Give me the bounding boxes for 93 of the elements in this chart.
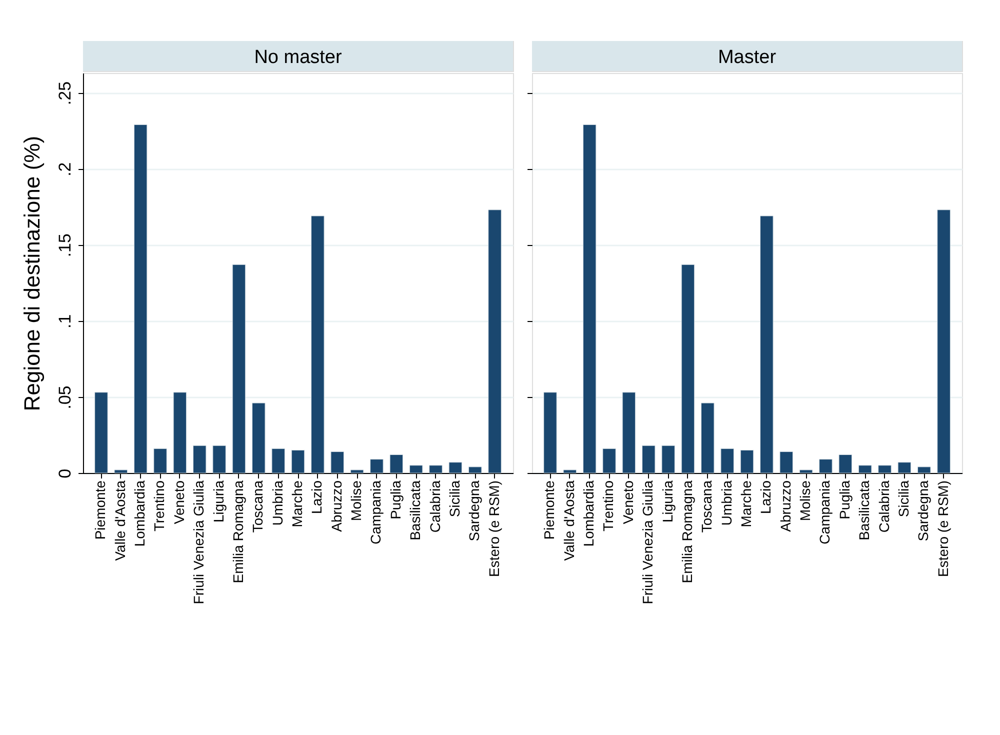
x-tick-label: Valle d'Aosta	[560, 480, 577, 561]
x-tick-label: Trentino	[600, 480, 616, 532]
bar	[917, 466, 931, 474]
bar	[799, 470, 813, 474]
x-tick-label: Piemonte	[541, 480, 558, 540]
y-tick-label: .25	[56, 81, 74, 106]
x-tick-label: Lazio	[308, 480, 325, 514]
x-tick-label: Friuli Venezia Giulia	[640, 480, 656, 604]
bar	[819, 459, 832, 474]
bar	[311, 216, 324, 474]
bar	[409, 465, 423, 474]
bar	[468, 466, 482, 474]
x-tick-label: Basilicata	[407, 480, 424, 540]
bar	[544, 392, 557, 474]
bar	[582, 124, 596, 474]
x-tick-label: Piemonte	[92, 480, 108, 540]
x-tick-label: Puglia	[387, 480, 404, 520]
bar	[681, 264, 695, 474]
x-tick-label: Molise	[797, 480, 814, 521]
bar	[232, 264, 246, 474]
y-tick-label: .15	[56, 234, 74, 258]
x-tick-label: Molise	[348, 480, 364, 521]
x-tick-label: Marche	[738, 480, 754, 528]
x-tick-label: Estero (e RSM)	[486, 480, 502, 577]
x-tick-label: Veneto	[170, 480, 187, 524]
y-axis-title: Regione di destinazione (%)	[20, 136, 44, 412]
y-tick-label: 0	[56, 468, 74, 478]
x-tick-label: Friuli Venezia Giulia	[190, 480, 207, 604]
x-tick-label: Sicilia	[895, 480, 912, 518]
bar	[429, 465, 442, 474]
x-tick-label: Abruzzo	[328, 480, 344, 532]
x-tick-label: Umbria	[269, 480, 286, 526]
bar	[252, 402, 266, 474]
bar	[937, 210, 950, 474]
bar	[662, 445, 675, 474]
bar	[700, 402, 714, 474]
bar	[94, 392, 108, 474]
x-tick-label: Sardegna	[915, 480, 932, 542]
x-tick-label: Abruzzo	[777, 480, 794, 532]
bar	[330, 451, 344, 474]
chart-title: No master	[254, 47, 342, 68]
x-tick-label: Umbria	[718, 480, 734, 526]
x-tick-label: Liguria	[210, 480, 226, 523]
x-tick-label: Sicilia	[446, 480, 462, 518]
bar	[114, 470, 128, 474]
x-tick-label: Toscana	[698, 480, 715, 533]
bar	[488, 210, 502, 474]
x-tick-label: Sardegna	[466, 480, 482, 542]
bar	[878, 465, 892, 474]
x-tick-label: Emilia Romagna	[230, 480, 246, 584]
x-tick-label: Calabria	[876, 480, 892, 533]
bar	[780, 451, 794, 474]
y-tick-label: .05	[56, 386, 74, 410]
bar	[720, 448, 734, 474]
bar	[134, 124, 148, 474]
x-tick-label: Basilicata	[856, 480, 872, 540]
bar	[858, 465, 872, 474]
chart-title: Master	[718, 47, 777, 68]
x-tick-label: Lazio	[758, 480, 774, 514]
bar	[192, 445, 206, 474]
bar	[212, 445, 226, 474]
x-tick-label: Calabria	[426, 480, 443, 533]
bar	[898, 462, 912, 474]
x-tick-label: Campania	[816, 480, 833, 544]
x-tick-label: Estero (e RSM)	[934, 480, 951, 577]
bar	[291, 450, 305, 474]
bar	[370, 459, 384, 474]
x-tick-label: Veneto	[620, 480, 636, 524]
bar	[563, 470, 577, 474]
bar	[272, 448, 285, 474]
bar	[448, 462, 462, 474]
x-tick-label: Marche	[289, 480, 305, 528]
x-tick-label: Trentino	[151, 480, 168, 532]
bar	[173, 392, 187, 474]
bar	[154, 448, 167, 474]
x-tick-label: Valle d'Aosta	[112, 480, 128, 561]
bar	[740, 450, 754, 474]
x-tick-label: Lombardia	[580, 480, 597, 547]
y-tick-label: .2	[56, 162, 74, 176]
x-tick-label: Emilia Romagna	[678, 480, 695, 584]
x-tick-label: Lombardia	[132, 480, 148, 547]
bar	[838, 454, 852, 474]
bar	[622, 392, 636, 474]
bar	[602, 448, 616, 474]
x-tick-label: Campania	[368, 480, 384, 544]
x-tick-label: Puglia	[836, 480, 852, 520]
bar	[390, 454, 404, 474]
bar	[642, 445, 656, 474]
x-tick-label: Liguria	[659, 480, 676, 523]
y-tick-label: .1	[56, 314, 74, 329]
bar	[350, 470, 364, 474]
x-tick-label: Toscana	[250, 480, 266, 533]
bar	[760, 216, 774, 474]
